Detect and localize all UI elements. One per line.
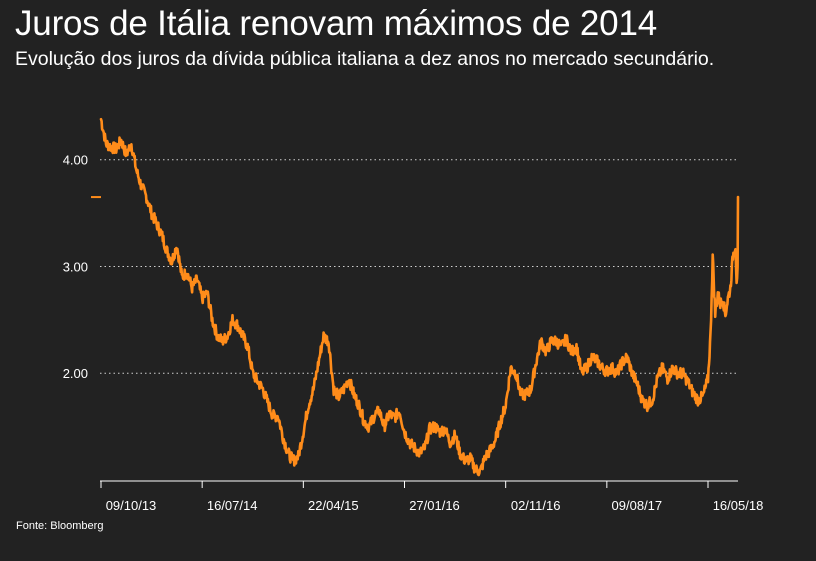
x-tick-label: 27/01/16: [409, 498, 460, 513]
y-axis-ticks: 2.00 3.00 4.00: [63, 153, 88, 382]
x-tick-label: 22/04/15: [308, 498, 359, 513]
x-tick-label: 16/07/14: [207, 498, 258, 513]
y-tick-label: 4.00: [63, 153, 88, 168]
y-tick-label: 3.00: [63, 259, 88, 274]
chart-subtitle: Evolução dos juros da dívida pública ita…: [15, 48, 715, 70]
series-layer: [91, 117, 740, 477]
x-axis: 09/10/13 16/07/14 22/04/15 27/01/16 02/11/16…: [100, 480, 764, 513]
y-tick-label: 2.00: [63, 366, 88, 381]
gridlines: [100, 159, 738, 374]
chart-title: Juros de Itália renovam máximos de 2014: [15, 4, 657, 43]
source-note: Fonte: Bloomberg: [16, 520, 104, 532]
yield-line: [99, 117, 740, 477]
x-tick-label: 09/08/17: [612, 498, 663, 513]
x-tick-label: 09/10/13: [106, 498, 157, 513]
x-tick-label: 02/11/16: [511, 498, 561, 513]
x-tick-label: 16/05/18: [713, 498, 764, 513]
